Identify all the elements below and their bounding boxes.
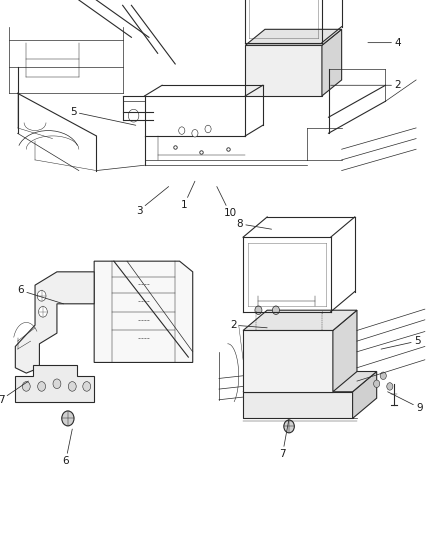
Text: 9: 9	[388, 392, 423, 413]
Text: 2: 2	[331, 80, 401, 90]
Circle shape	[271, 368, 276, 375]
Polygon shape	[353, 372, 377, 418]
Polygon shape	[245, 45, 322, 96]
Circle shape	[380, 372, 386, 379]
Circle shape	[128, 109, 139, 122]
Circle shape	[302, 368, 307, 375]
Text: 1: 1	[180, 181, 195, 210]
Circle shape	[272, 306, 279, 314]
Text: 8: 8	[237, 219, 272, 229]
Circle shape	[39, 306, 47, 317]
Text: 7: 7	[279, 418, 289, 459]
Text: 3: 3	[136, 187, 169, 215]
Polygon shape	[94, 261, 193, 362]
Text: 2: 2	[230, 320, 267, 330]
Text: 5: 5	[381, 336, 420, 349]
Polygon shape	[333, 310, 357, 392]
Circle shape	[387, 383, 393, 390]
Circle shape	[53, 379, 61, 389]
Circle shape	[179, 127, 185, 134]
Text: 10: 10	[217, 187, 237, 218]
Circle shape	[62, 411, 74, 426]
Polygon shape	[243, 310, 357, 330]
Circle shape	[205, 125, 211, 133]
Text: 6: 6	[18, 286, 64, 304]
Circle shape	[256, 368, 261, 375]
Text: 6: 6	[62, 429, 72, 466]
Polygon shape	[322, 29, 342, 96]
Text: 4: 4	[368, 38, 401, 47]
Polygon shape	[243, 372, 377, 392]
Text: 7: 7	[0, 381, 28, 405]
Circle shape	[286, 368, 292, 375]
Circle shape	[83, 382, 91, 391]
Polygon shape	[245, 29, 342, 45]
Polygon shape	[15, 272, 94, 373]
Text: 5: 5	[70, 107, 136, 125]
Circle shape	[192, 130, 198, 137]
Circle shape	[284, 420, 294, 433]
Circle shape	[255, 306, 262, 314]
Circle shape	[37, 290, 46, 301]
Circle shape	[22, 382, 30, 391]
Circle shape	[68, 382, 76, 391]
Polygon shape	[243, 392, 353, 418]
Polygon shape	[15, 365, 94, 402]
Polygon shape	[243, 330, 333, 392]
Circle shape	[38, 382, 46, 391]
Circle shape	[374, 380, 380, 387]
